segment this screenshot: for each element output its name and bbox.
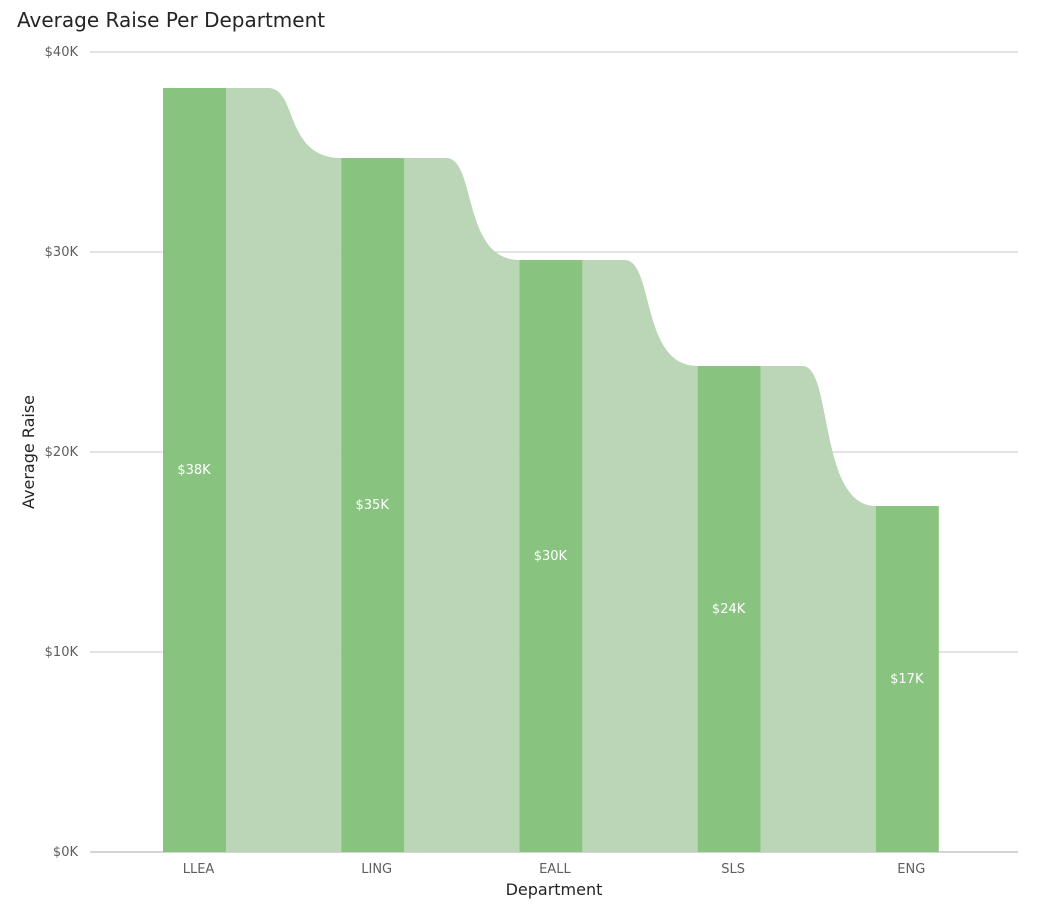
- y-axis-ticks: $0K $10K $20K $30K $40K: [45, 45, 79, 860]
- y-tick-label: $30K: [45, 245, 79, 260]
- bar-data-label: $35K: [356, 498, 390, 513]
- bar[interactable]: [519, 260, 583, 852]
- bar[interactable]: [875, 506, 939, 852]
- bar-data-label: $17K: [890, 672, 924, 687]
- x-tick-label: LING: [361, 862, 392, 877]
- x-axis-ticks: LLEA LING EALL SLS ENG: [183, 862, 926, 877]
- bar[interactable]: [697, 366, 761, 852]
- y-tick-label: $10K: [45, 645, 79, 660]
- x-tick-label: LLEA: [183, 862, 215, 877]
- bar-data-label: $30K: [534, 549, 568, 564]
- bar-data-label: $38K: [177, 463, 211, 478]
- bar-data-label: $24K: [712, 602, 746, 617]
- y-tick-label: $40K: [45, 45, 79, 60]
- ribbons: [226, 88, 876, 852]
- y-tick-label: $0K: [53, 845, 79, 860]
- ribbon: [226, 88, 342, 852]
- bar[interactable]: [341, 158, 405, 852]
- ribbon: [404, 158, 520, 852]
- bars: [163, 88, 939, 852]
- ribbon: [582, 260, 698, 852]
- data-labels: $38K $35K $30K $24K $17K: [177, 463, 924, 687]
- x-tick-label: ENG: [897, 862, 925, 877]
- y-axis-title: Average Raise: [19, 395, 38, 509]
- x-axis-title: Department: [506, 880, 603, 899]
- bar[interactable]: [163, 88, 226, 852]
- ribbon: [760, 366, 876, 852]
- x-tick-label: EALL: [539, 862, 571, 877]
- y-tick-label: $20K: [45, 445, 79, 460]
- x-tick-label: SLS: [721, 862, 745, 877]
- chart-title: Average Raise Per Department: [17, 8, 326, 32]
